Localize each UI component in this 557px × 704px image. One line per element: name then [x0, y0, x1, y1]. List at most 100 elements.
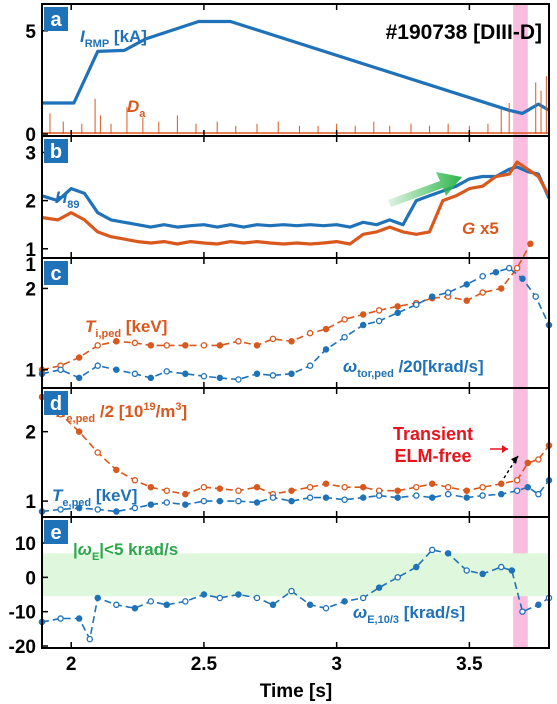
omega-e-band-label: |ωE|<5 krad/s: [73, 540, 178, 563]
panel-b-letter: b: [50, 141, 62, 163]
panel-c: Ti,ped [keV] ωtor,ped /20[krad/s]: [38, 240, 553, 383]
series-d-0-point: [322, 480, 330, 487]
series-d-1-point: [113, 508, 120, 515]
series-d-1-point: [394, 494, 401, 501]
series-e-0-point: [147, 598, 155, 605]
series-d-0-point: [216, 485, 224, 492]
series-e-0-point: [375, 584, 383, 591]
panel-c-ytick-label: 2: [25, 279, 36, 300]
series-e-0-point: [235, 591, 242, 598]
series-d-1-point: [131, 504, 139, 512]
series-b-1-label: G x5: [462, 219, 499, 238]
panel-b-letter-box: [44, 139, 68, 163]
series-e-0-point: [341, 598, 348, 605]
shot-label: #190738 [DIII-D]: [386, 21, 542, 44]
series-c-1-point: [75, 374, 83, 382]
series-c-1-point: [131, 370, 139, 378]
series-c-0-point: [394, 303, 401, 310]
series-d-1-point: [306, 494, 314, 501]
panel-e-ytick-label: 10: [15, 534, 36, 555]
x-tick-label: 2.5: [191, 654, 218, 675]
series-e-0-point: [535, 601, 542, 609]
series-b-0-label: H89: [55, 188, 80, 211]
series-d-1-point: [269, 494, 277, 501]
series-d-0-point: [131, 477, 139, 484]
series-d-1-point: [75, 504, 83, 512]
series-c-1-point: [163, 368, 171, 375]
series-d-1-point: [497, 490, 505, 498]
series-d-1-point: [375, 492, 383, 499]
series-b-0-line: [41, 165, 551, 229]
series-e-0-point: [200, 591, 208, 598]
series-d-1-point: [216, 497, 224, 505]
series-c-1-point: [519, 275, 526, 282]
series-c-1-point: [428, 293, 436, 300]
series-c-0-point: [513, 264, 521, 272]
series-d-0-point: [413, 483, 420, 491]
series-d-1-point: [535, 490, 542, 498]
series-c-1-point: [269, 372, 277, 379]
series-c-0-point: [253, 342, 261, 349]
series-d-0-point: [428, 480, 436, 487]
series-c-1-point: [341, 333, 348, 341]
series-a-0-label: IRMP [kA]: [80, 27, 147, 50]
panel-e-letter: e: [50, 522, 61, 544]
series-e-0-point: [94, 594, 101, 602]
panel-e-letter-box: [44, 520, 68, 544]
panel-d-letter-box: [44, 391, 68, 415]
series-c-0-label: Ti,ped [keV]: [85, 317, 167, 340]
series-e-0-point: [519, 608, 526, 615]
series-e-0-point: [394, 574, 401, 581]
series-d-1-point: [200, 497, 208, 505]
panel-a-ytick-label: 5: [25, 22, 36, 43]
series-d-0-point: [359, 483, 367, 491]
series-c-0-point: [200, 342, 208, 349]
series-e-0-point: [269, 601, 277, 609]
series-d-1-point: [322, 494, 330, 501]
series-c-1-label: ωtor,ped /20[krad/s]: [343, 357, 484, 380]
x-tick-label: 2: [66, 654, 77, 675]
series-c-0-point: [306, 329, 314, 337]
series-c-0-point: [131, 339, 139, 347]
series-e-0-label: ωE,10/3 [krad/s]: [353, 603, 465, 626]
series-c-1-point: [322, 346, 330, 353]
series-c-1-point: [94, 362, 101, 369]
series-e-0-point: [253, 594, 261, 602]
series-e-0-point: [428, 546, 436, 554]
series-c-0-point: [235, 338, 242, 345]
series-d-1-point: [57, 506, 64, 513]
series-c-0-point: [527, 240, 534, 247]
panel-b-ytick-label: 2: [25, 192, 36, 213]
series-c-1-point: [182, 370, 189, 378]
series-e-0-point: [322, 604, 330, 612]
series-a-0-line: [42, 19, 550, 116]
panel-c-top-tick-label: 1: [25, 255, 36, 276]
series-c-0-point: [359, 311, 367, 318]
elm-free-shaded-band: [513, 4, 528, 648]
annotation-arrowhead: [502, 445, 508, 453]
series-e-0-point: [86, 635, 94, 643]
series-d-0-point: [200, 483, 208, 491]
panel-e-ytick-label: 0: [25, 568, 36, 589]
series-d-1-point: [94, 506, 101, 513]
panel-a: IRMP [kA] Da: [42, 19, 550, 134]
annotation-line1: Transient: [393, 424, 473, 444]
annotation-dashed-arrow: [503, 455, 519, 479]
series-c-1-point: [505, 264, 513, 272]
series-c-0-point: [269, 335, 277, 343]
series-d-0-point: [113, 466, 120, 474]
series-d-0-point: [341, 483, 348, 491]
series-d-1-point: [341, 496, 348, 503]
series-c-0-point: [288, 338, 295, 345]
series-d-1-point: [413, 492, 420, 499]
series-c-0-point: [375, 307, 383, 314]
series-c-1-point: [479, 273, 486, 280]
panel-e-frame: [41, 516, 550, 649]
series-e-0-point: [413, 563, 420, 571]
series-d-0-point: [94, 449, 101, 456]
panel-e-ytick-label: -20: [9, 637, 36, 658]
panel-a-ytick-label: 0: [25, 125, 36, 146]
series-c-0-point: [463, 297, 470, 304]
series-c-1-point: [532, 293, 539, 300]
